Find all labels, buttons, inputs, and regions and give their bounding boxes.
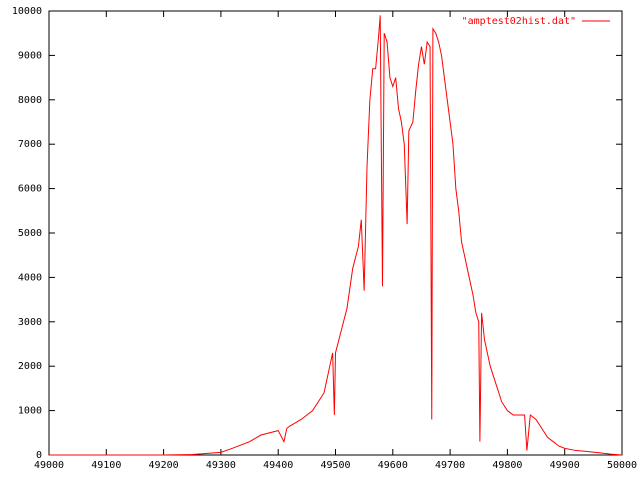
x-tick-label: 50000 (607, 460, 637, 471)
x-tick-label: 49000 (34, 460, 64, 471)
legend-label: "amptest02hist.dat" (462, 16, 576, 27)
y-tick-label: 9000 (18, 50, 42, 61)
x-tick-label: 49200 (149, 460, 179, 471)
x-tick-label: 49700 (435, 460, 465, 471)
x-tick-label: 49100 (91, 460, 121, 471)
y-tick-label: 1000 (18, 406, 42, 417)
y-tick-label: 10000 (12, 6, 42, 17)
y-tick-label: 3000 (18, 317, 42, 328)
y-tick-label: 5000 (18, 228, 42, 239)
x-tick-label: 49800 (492, 460, 522, 471)
y-tick-label: 8000 (18, 95, 42, 106)
x-tick-label: 49500 (320, 460, 350, 471)
plot-border (48, 10, 623, 456)
x-tick-label: 49300 (206, 460, 236, 471)
x-tick-label: 49600 (378, 460, 408, 471)
x-tick-label: 49400 (263, 460, 293, 471)
x-tick-label: 49900 (550, 460, 580, 471)
y-tick-label: 4000 (18, 272, 42, 283)
y-tick-label: 2000 (18, 361, 42, 372)
data-line (49, 15, 623, 456)
y-tick-label: 6000 (18, 184, 42, 195)
y-tick-label: 0 (36, 450, 42, 461)
y-tick-label: 7000 (18, 139, 42, 150)
